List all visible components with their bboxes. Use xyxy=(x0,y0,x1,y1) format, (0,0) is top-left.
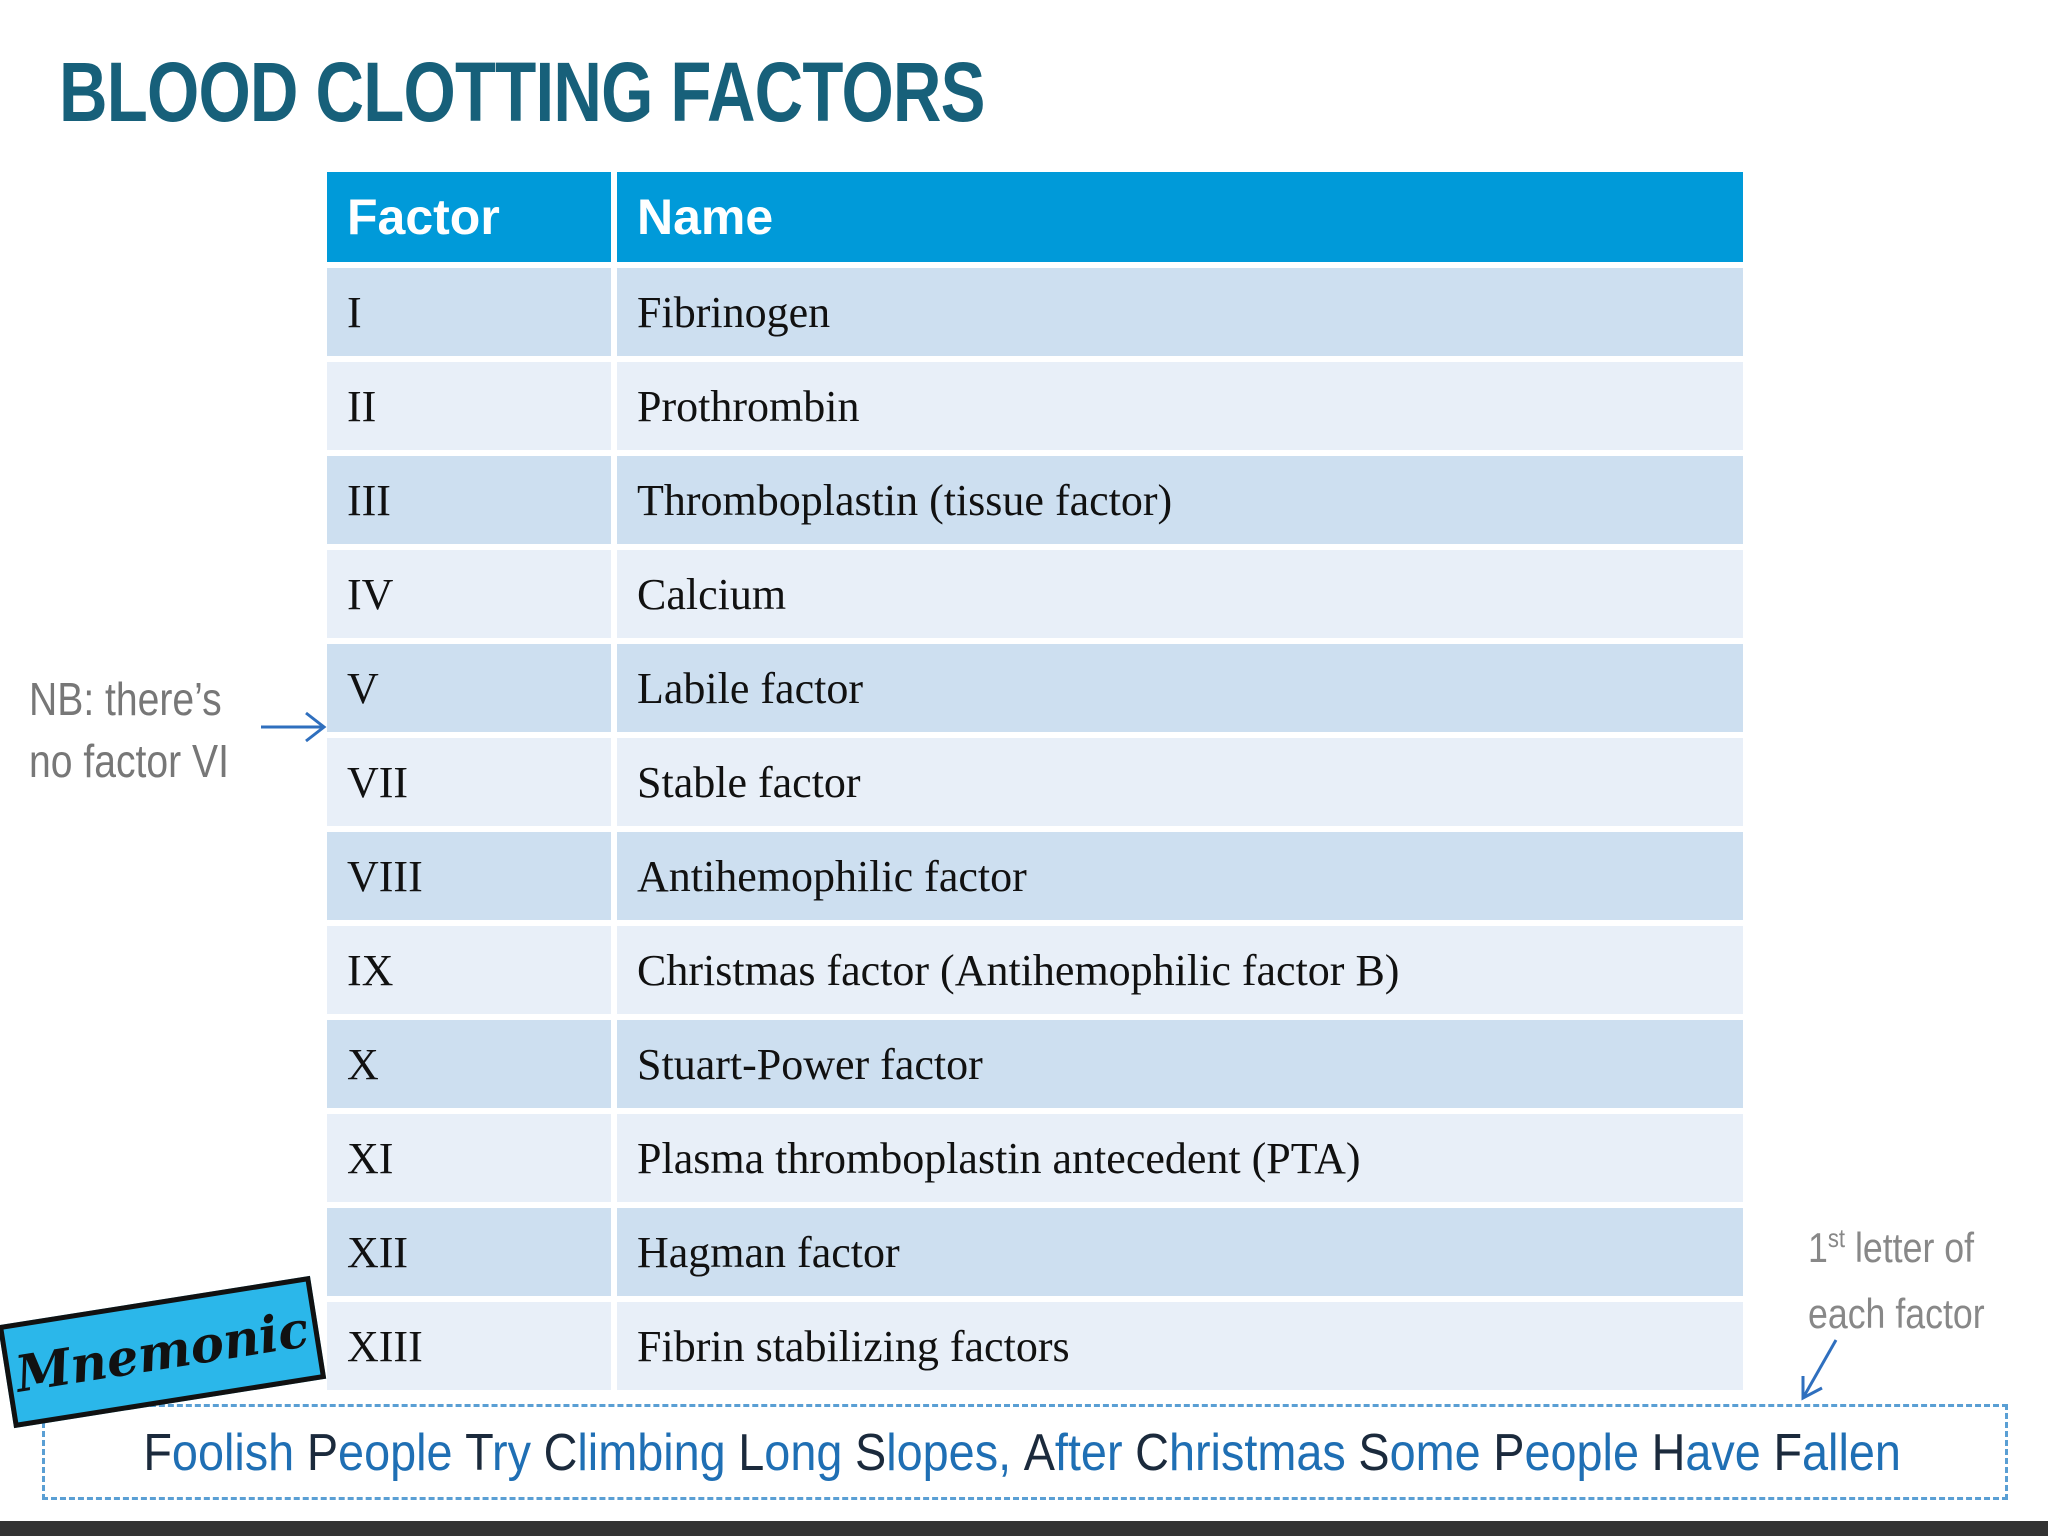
factor-name: Thromboplastin (tissue factor) xyxy=(617,456,1743,544)
factor-number: XIII xyxy=(327,1302,617,1390)
factor-number: X xyxy=(327,1020,617,1108)
factor-number: XI xyxy=(327,1114,617,1202)
mnemonic-word: Have xyxy=(1651,1424,1761,1482)
column-header: Name xyxy=(617,172,1743,262)
table-body: I Fibrinogen II Prothrombin III Thromboplasti… xyxy=(327,268,1743,1390)
factor-table: Factor Name I Fibrinogen II Prothrombin III Thr… xyxy=(327,166,1743,1396)
factor-name: Prothrombin xyxy=(617,362,1743,450)
factor-name: Stable factor xyxy=(617,738,1743,826)
factor-number: V xyxy=(327,644,617,732)
mnemonic-words: Foolish People Try Climbing Long Slopes, After… xyxy=(143,1407,1913,1499)
factor-number: IV xyxy=(327,550,617,638)
mnemonic-word: Long xyxy=(738,1424,843,1482)
factor-name: Christmas factor (Antihemophilic factor … xyxy=(617,926,1743,1014)
table-row: V Labile factor xyxy=(327,644,1743,732)
table-row: II Prothrombin xyxy=(327,362,1743,450)
mnemonic-word: Some xyxy=(1358,1424,1481,1482)
side-arrow xyxy=(261,711,327,743)
title: BLOOD CLOTTING FACTORS xyxy=(59,45,985,139)
mnemonic-word: Try xyxy=(465,1424,532,1482)
mnemonic-word: People xyxy=(1493,1424,1639,1482)
table-row: VII Stable factor xyxy=(327,738,1743,826)
factor-name: Hagman factor xyxy=(617,1208,1743,1296)
mnemonic-word: Christmas xyxy=(1135,1424,1346,1482)
column-header: Factor xyxy=(327,172,617,262)
factor-name: Calcium xyxy=(617,550,1743,638)
table-row: XI Plasma thromboplastin antecedent (PTA) xyxy=(327,1114,1743,1202)
table-row: III Thromboplastin (tissue factor) xyxy=(327,456,1743,544)
factor-number: XII xyxy=(327,1208,617,1296)
note-text: letter of each factor xyxy=(1808,1224,1985,1337)
factor-number: VII xyxy=(327,738,617,826)
note-arrow xyxy=(1801,1339,1838,1401)
note-number: 1 xyxy=(1808,1224,1828,1271)
factor-name: Fibrin stabilizing factors xyxy=(617,1302,1743,1390)
factor-name: Labile factor xyxy=(617,644,1743,732)
mnemonic-box: Foolish People Try Climbing Long Slopes, After… xyxy=(42,1404,2008,1500)
factor-number: III xyxy=(327,456,617,544)
mnemonic-word: Climbing xyxy=(543,1424,726,1482)
factor-name: Stuart-Power factor xyxy=(617,1020,1743,1108)
header-row: Factor Name xyxy=(327,172,1743,262)
letter-note: 1st letter of each factor xyxy=(1808,1205,2004,1347)
table-row: IX Christmas factor (Antihemophilic facto… xyxy=(327,926,1743,1014)
factor-number: I xyxy=(327,268,617,356)
factor-number: VIII xyxy=(327,832,617,920)
note-suffix: st xyxy=(1827,1223,1846,1253)
mnemonic-word: After xyxy=(1023,1424,1123,1482)
factor-name: Plasma thromboplastin antecedent (PTA) xyxy=(617,1114,1743,1202)
mnemonic-word: People xyxy=(306,1424,453,1482)
mnemonic-word: Slopes, xyxy=(854,1424,1012,1482)
table-row: I Fibrinogen xyxy=(327,268,1743,356)
table-row: IV Calcium xyxy=(327,550,1743,638)
mnemonic-word: Fallen xyxy=(1773,1424,1901,1482)
mnemonic-word: Foolish xyxy=(143,1424,295,1482)
table-row: VIII Antihemophilic factor xyxy=(327,832,1743,920)
table-row: XII Hagman factor xyxy=(327,1208,1743,1296)
bottom-strip xyxy=(0,1521,2048,1536)
table-row: XIII Fibrin stabilizing factors xyxy=(327,1302,1743,1390)
side-note: NB: there’s no factor VI xyxy=(29,673,229,787)
factor-number: II xyxy=(327,362,617,450)
factor-name: Fibrinogen xyxy=(617,268,1743,356)
factor-number: IX xyxy=(327,926,617,1014)
factor-name: Antihemophilic factor xyxy=(617,832,1743,920)
table-row: X Stuart-Power factor xyxy=(327,1020,1743,1108)
